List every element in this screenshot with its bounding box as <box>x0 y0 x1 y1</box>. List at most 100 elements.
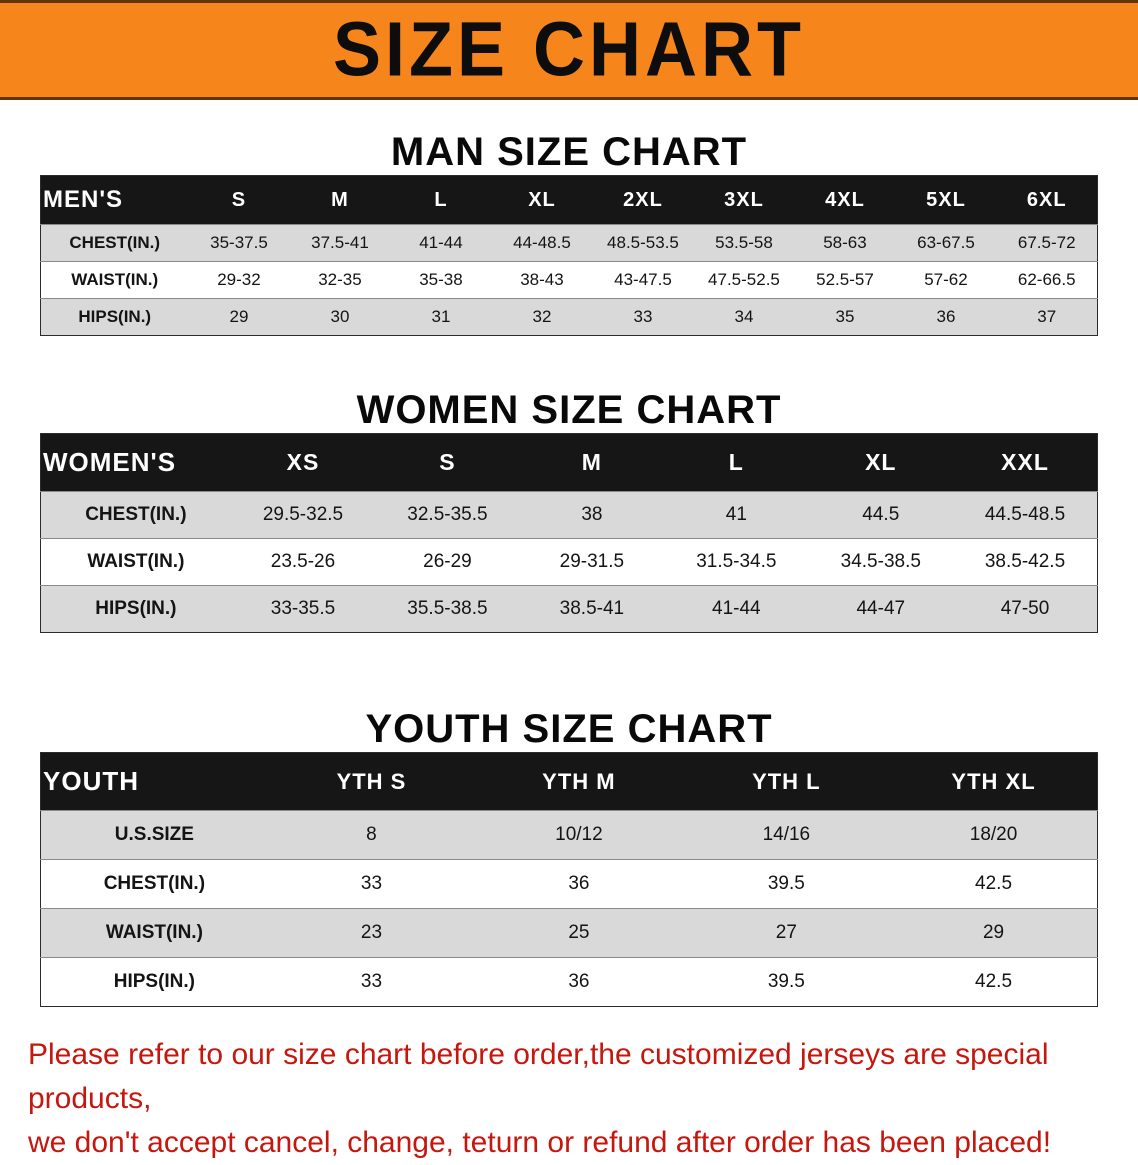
women-size-table: WOMEN'S XS S M L XL XXL CHEST(IN.) 29.5-… <box>40 433 1098 633</box>
men-waist-row: WAIST(IN.) 29-32 32-35 35-38 38-43 43-47… <box>40 261 1098 299</box>
column-header: 2XL <box>592 175 694 225</box>
cell-value: 33 <box>267 957 476 1007</box>
cell-value: 23 <box>267 908 476 958</box>
cell-value: 18/20 <box>890 810 1098 860</box>
column-header: S <box>188 175 290 225</box>
column-header: XS <box>230 433 376 492</box>
cell-value: 29-32 <box>188 261 290 299</box>
cell-value: 38-43 <box>491 261 593 299</box>
row-label: CHEST(IN.) <box>40 224 189 262</box>
disclaimer-line-2: we don't accept cancel, change, teturn o… <box>28 1126 1052 1159</box>
cell-value: 58-63 <box>794 224 896 262</box>
cell-value: 52.5-57 <box>794 261 896 299</box>
cell-value: 47.5-52.5 <box>693 261 795 299</box>
cell-value: 39.5 <box>682 859 891 909</box>
cell-value: 35.5-38.5 <box>375 585 520 633</box>
column-header: S <box>375 433 520 492</box>
women-chest-row: CHEST(IN.) 29.5-32.5 32.5-35.5 38 41 44.… <box>40 491 1098 539</box>
women-header-row: WOMEN'S XS S M L XL XXL <box>40 433 1098 492</box>
column-header: L <box>664 433 809 492</box>
cell-value: 41 <box>664 491 809 539</box>
column-header: YTH M <box>475 752 683 811</box>
disclaimer: Please refer to our size chart before or… <box>0 1033 1138 1165</box>
page-title: SIZE CHART <box>333 7 805 93</box>
cell-value: 35 <box>794 298 896 336</box>
cell-value: 39.5 <box>682 957 891 1007</box>
cell-value: 44-48.5 <box>491 224 593 262</box>
women-waist-row: WAIST(IN.) 23.5-26 26-29 29-31.5 31.5-34… <box>40 538 1098 586</box>
youth-ussize-row: U.S.SIZE 8 10/12 14/16 18/20 <box>40 810 1098 860</box>
cell-value: 14/16 <box>682 810 891 860</box>
youth-chest-row: CHEST(IN.) 33 36 39.5 42.5 <box>40 859 1098 909</box>
cell-value: 67.5-72 <box>996 224 1098 262</box>
cell-value: 29 <box>188 298 290 336</box>
column-header: XXL <box>953 433 1098 492</box>
youth-header-row: YOUTH YTH S YTH M YTH L YTH XL <box>40 752 1098 811</box>
cell-value: 44.5 <box>808 491 954 539</box>
cell-value: 35-38 <box>390 261 492 299</box>
cell-value: 44.5-48.5 <box>953 491 1098 539</box>
cell-value: 10/12 <box>475 810 683 860</box>
cell-value: 42.5 <box>890 859 1098 909</box>
cell-value: 36 <box>895 298 997 336</box>
men-table-corner-label: MEN'S <box>40 175 189 225</box>
column-header: M <box>519 433 665 492</box>
men-hips-row: HIPS(IN.) 29 30 31 32 33 34 35 36 37 <box>40 298 1098 336</box>
cell-value: 63-67.5 <box>895 224 997 262</box>
men-section-heading: MAN SIZE CHART <box>390 130 748 174</box>
row-label: U.S.SIZE <box>40 810 268 860</box>
cell-value: 33 <box>592 298 694 336</box>
cell-value: 35-37.5 <box>188 224 290 262</box>
cell-value: 37 <box>996 298 1098 336</box>
cell-value: 8 <box>267 810 476 860</box>
men-header-row: MEN'S S M L XL 2XL 3XL 4XL 5XL 6XL <box>40 175 1098 225</box>
youth-size-table: YOUTH YTH S YTH M YTH L YTH XL U.S.SIZE … <box>40 752 1098 1007</box>
cell-value: 44-47 <box>808 585 954 633</box>
cell-value: 47-50 <box>953 585 1098 633</box>
youth-hips-row: HIPS(IN.) 33 36 39.5 42.5 <box>40 957 1098 1007</box>
row-label: HIPS(IN.) <box>40 957 268 1007</box>
women-table-corner-label: WOMEN'S <box>40 433 231 492</box>
cell-value: 41-44 <box>390 224 492 262</box>
cell-value: 29 <box>890 908 1098 958</box>
cell-value: 30 <box>289 298 391 336</box>
row-label: HIPS(IN.) <box>40 585 231 633</box>
youth-waist-row: WAIST(IN.) 23 25 27 29 <box>40 908 1098 958</box>
cell-value: 53.5-58 <box>693 224 795 262</box>
cell-value: 33-35.5 <box>230 585 376 633</box>
cell-value: 26-29 <box>375 538 520 586</box>
cell-value: 27 <box>682 908 891 958</box>
cell-value: 31 <box>390 298 492 336</box>
column-header: 4XL <box>794 175 896 225</box>
cell-value: 34.5-38.5 <box>808 538 954 586</box>
cell-value: 38 <box>519 491 665 539</box>
banner: SIZE CHART <box>0 0 1138 100</box>
cell-value: 38.5-41 <box>519 585 665 633</box>
row-label: WAIST(IN.) <box>40 908 268 958</box>
cell-value: 36 <box>475 957 683 1007</box>
men-chest-row: CHEST(IN.) 35-37.5 37.5-41 41-44 44-48.5… <box>40 224 1098 262</box>
cell-value: 32-35 <box>289 261 391 299</box>
cell-value: 48.5-53.5 <box>592 224 694 262</box>
cell-value: 34 <box>693 298 795 336</box>
disclaimer-line-1: Please refer to our size chart before or… <box>28 1038 1049 1115</box>
cell-value: 32 <box>491 298 593 336</box>
column-header: 6XL <box>996 175 1098 225</box>
row-label: WAIST(IN.) <box>40 261 189 299</box>
cell-value: 38.5-42.5 <box>953 538 1098 586</box>
cell-value: 33 <box>267 859 476 909</box>
cell-value: 25 <box>475 908 683 958</box>
column-header: YTH S <box>267 752 476 811</box>
women-section-heading: WOMEN SIZE CHART <box>356 388 782 432</box>
row-label: CHEST(IN.) <box>40 491 231 539</box>
cell-value: 29.5-32.5 <box>230 491 376 539</box>
column-header: YTH L <box>682 752 891 811</box>
column-header: 5XL <box>895 175 997 225</box>
cell-value: 36 <box>475 859 683 909</box>
column-header: YTH XL <box>890 752 1098 811</box>
column-header: M <box>289 175 391 225</box>
column-header: L <box>390 175 492 225</box>
column-header: 3XL <box>693 175 795 225</box>
row-label: WAIST(IN.) <box>40 538 231 586</box>
